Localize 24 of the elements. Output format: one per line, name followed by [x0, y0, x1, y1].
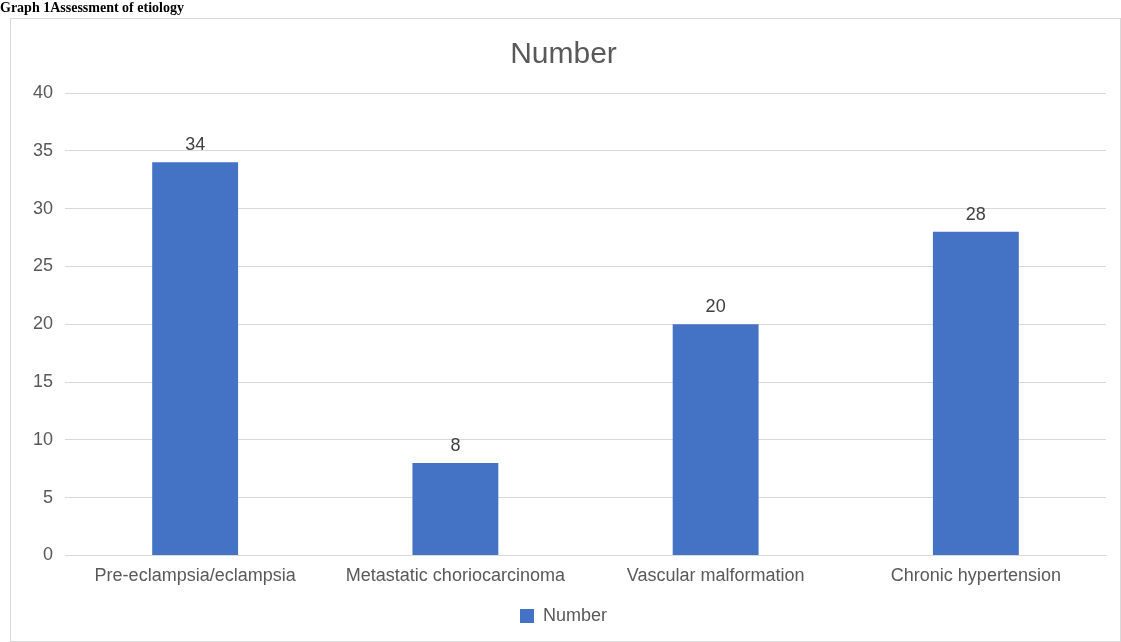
bar: [412, 462, 499, 555]
bar: [152, 162, 239, 555]
legend-label: Number: [542, 604, 608, 625]
y-tick-label: 15: [32, 370, 54, 391]
data-label: 20: [705, 296, 726, 317]
bar: [932, 231, 1019, 555]
y-tick-label: 20: [32, 313, 54, 334]
bar: [672, 324, 759, 555]
data-label: 34: [185, 134, 206, 155]
y-tick-label: 5: [43, 486, 54, 507]
y-tick-label: 10: [32, 428, 54, 449]
y-tick-label: 40: [32, 81, 54, 102]
x-tick-label: Vascular malformation: [626, 565, 805, 586]
y-tick-label: 0: [43, 544, 54, 565]
x-tick-label: Pre-eclampsia/eclampsia: [94, 565, 297, 586]
y-tick-label: 30: [32, 197, 54, 218]
data-label: 8: [450, 434, 461, 455]
y-tick-label: 25: [32, 255, 54, 276]
chart-title: Number: [510, 36, 617, 70]
y-tick-label: 35: [32, 139, 54, 160]
x-tick-label: Chronic hypertension: [890, 565, 1061, 586]
caption: Graph 1Assessment of etiology: [0, 0, 184, 16]
data-label: 28: [965, 203, 986, 224]
x-tick-label: Metastatic choriocarcinoma: [345, 565, 566, 586]
